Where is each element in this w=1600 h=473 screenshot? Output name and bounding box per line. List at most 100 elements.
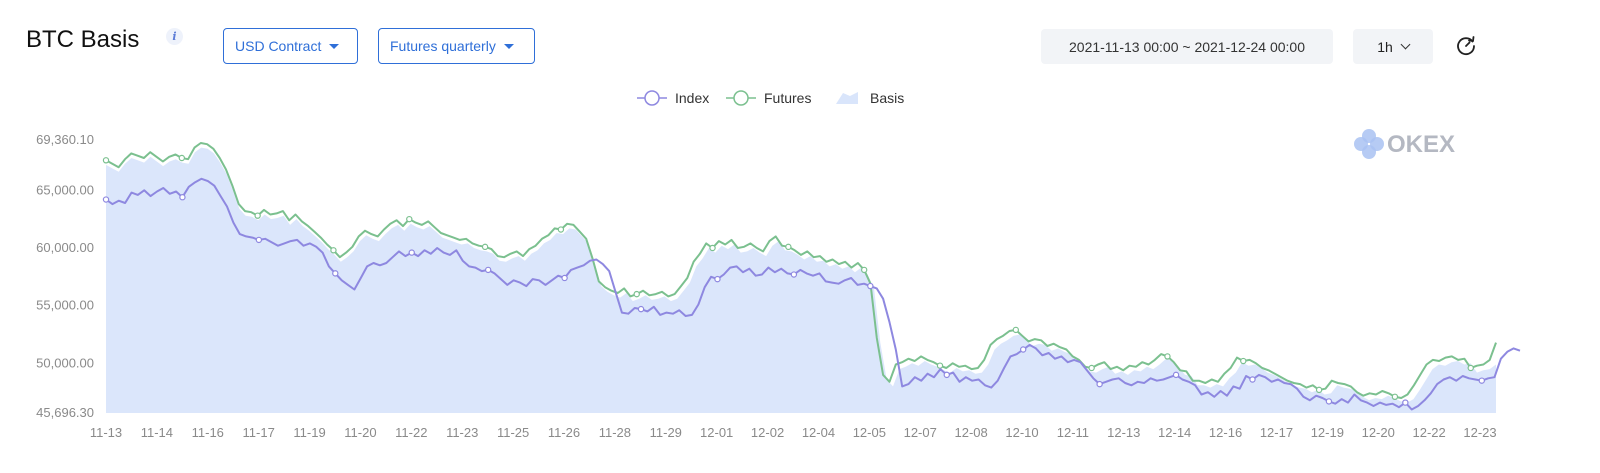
okex-logo-icon	[1362, 145, 1376, 159]
chart-legend: Index Futures Basis	[637, 90, 904, 106]
legend-circle-icon	[644, 90, 660, 106]
index-point	[1402, 399, 1409, 406]
basis-series	[106, 147, 1496, 413]
x-tick-label: 12-04	[802, 425, 835, 440]
x-tick-label: 12-08	[954, 425, 987, 440]
interval-label: 1h	[1377, 38, 1393, 55]
legend-label: Futures	[764, 90, 811, 106]
y-tick-label: 50,000.00	[36, 355, 94, 370]
okex-watermark-text: OKEX	[1387, 131, 1455, 158]
index-point	[943, 371, 950, 379]
date-range-label: 2021-11-13 00:00 ~ 2021-12-24 00:00	[1069, 38, 1305, 55]
date-range-picker[interactable]: 2021-11-13 00:00 ~ 2021-12-24 00:00	[1041, 29, 1333, 64]
index-point	[408, 249, 415, 256]
x-tick-label: 12-16	[1209, 425, 1242, 440]
x-tick-label: 12-07	[904, 425, 937, 440]
futures-point	[1391, 393, 1399, 401]
index-point	[867, 282, 874, 290]
legend-label: Basis	[870, 90, 904, 106]
futures-point	[1164, 353, 1171, 360]
x-tick-label: 11-14	[141, 425, 173, 440]
index-point	[561, 274, 568, 282]
legend-circle-icon	[733, 90, 749, 106]
index-point	[714, 275, 721, 283]
futures-point	[633, 290, 640, 298]
y-axis: 69,360.10 65,000.00 60,000.00 55,000.00 50,0…	[36, 132, 94, 420]
legend-item-basis[interactable]: Basis	[836, 90, 904, 106]
futures-point	[254, 212, 261, 219]
x-tick-label: 12-11	[1057, 425, 1089, 440]
x-tick-label: 12-01	[700, 425, 733, 440]
legend-item-futures[interactable]: Futures	[726, 90, 811, 106]
index-point	[102, 196, 110, 203]
futures-point	[936, 362, 944, 369]
x-tick-label: 12-14	[1158, 425, 1191, 440]
x-tick-label: 11-16	[192, 425, 224, 440]
period-select[interactable]: Futures quarterly	[378, 28, 535, 64]
index-point	[179, 194, 186, 201]
contract-select[interactable]: USD Contract	[223, 28, 358, 64]
futures-point	[1088, 364, 1095, 372]
futures-point	[860, 266, 868, 274]
x-tick-label: 11-28	[599, 425, 631, 440]
legend-area-icon	[836, 92, 858, 104]
x-tick-label: 11-22	[395, 425, 427, 440]
x-tick-label: 12-23	[1463, 425, 1496, 440]
caret-down-icon	[329, 43, 340, 49]
futures-point	[406, 215, 413, 223]
x-tick-label: 11-17	[243, 425, 275, 440]
info-icon[interactable]: i	[166, 28, 183, 45]
chevron-down-icon	[1400, 39, 1411, 50]
futures-point	[1012, 326, 1020, 334]
index-point	[332, 270, 339, 277]
futures-point	[1315, 386, 1323, 394]
interval-select[interactable]: 1h	[1353, 29, 1433, 64]
index-series	[102, 177, 1521, 411]
x-tick-label: 12-20	[1362, 425, 1395, 440]
y-tick-label: 65,000.00	[36, 182, 94, 197]
index-point	[1019, 346, 1027, 353]
y-tick-label: 60,000.00	[36, 240, 94, 255]
x-tick-label: 11-19	[293, 425, 325, 440]
y-tick-label: 69,360.10	[36, 132, 94, 147]
x-tick-label: 12-02	[751, 425, 784, 440]
futures-point	[785, 243, 792, 251]
futures-point	[102, 157, 110, 164]
x-tick-label: 11-26	[548, 425, 580, 440]
contract-select-label: USD Contract	[235, 38, 322, 54]
futures-line	[105, 142, 1497, 399]
x-tick-label: 11-23	[446, 425, 478, 440]
x-axis: 11-13 11-14 11-16 11-17 11-19 11-20 11-22 11-23…	[90, 425, 1497, 440]
index-point	[637, 305, 645, 313]
index-point	[255, 236, 263, 244]
legend-item-index[interactable]: Index	[637, 90, 709, 106]
caret-down-icon	[503, 43, 514, 49]
basis-area	[106, 147, 1496, 413]
futures-series	[102, 142, 1497, 401]
x-tick-label: 11-20	[344, 425, 376, 440]
legend-label: Index	[675, 90, 709, 106]
x-tick-label: 12-13	[1107, 425, 1140, 440]
index-point	[1172, 371, 1180, 379]
x-tick-label: 11-13	[90, 425, 122, 440]
okex-watermark: OKEX	[1354, 129, 1455, 159]
x-tick-label: 12-17	[1260, 425, 1293, 440]
period-select-label: Futures quarterly	[390, 38, 496, 54]
refresh-button[interactable]	[1452, 32, 1480, 60]
index-line	[105, 177, 1521, 411]
x-tick-label: 12-22	[1412, 425, 1445, 440]
page-title: BTC Basis	[26, 26, 140, 53]
x-tick-label: 11-25	[497, 425, 529, 440]
y-tick-label: 55,000.00	[36, 298, 94, 313]
y-tick-label: 45,696.30	[36, 405, 94, 420]
x-tick-label: 12-05	[853, 425, 886, 440]
okex-logo-icon	[1362, 129, 1376, 143]
futures-point	[1467, 364, 1474, 372]
futures-point	[557, 226, 565, 233]
index-point	[790, 271, 798, 278]
index-point	[1249, 376, 1256, 383]
futures-point	[330, 247, 337, 254]
index-point	[1478, 377, 1485, 384]
basis-chart: Index Futures Basis OKEX 69,360.10 65,000.0…	[36, 90, 1521, 440]
index-point	[484, 266, 492, 274]
